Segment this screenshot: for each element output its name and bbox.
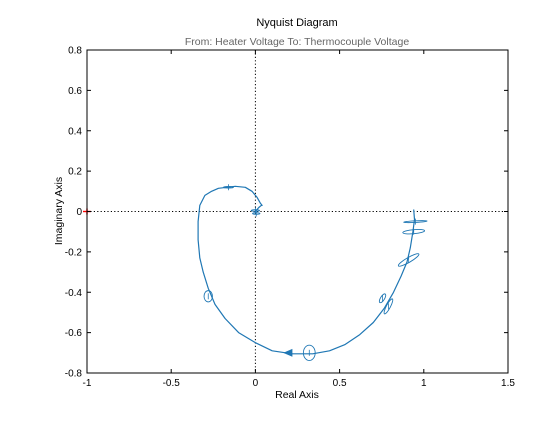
nyquist-curve	[197, 185, 416, 355]
confidence-ellipse	[378, 293, 387, 304]
y-tick-label: 0	[76, 207, 82, 218]
chart-title: Nyquist Diagram	[256, 17, 337, 29]
y-ticks: -0.8 -0.6 -0.4 -0.2 0 0.2 0.4 0.6 0.8	[65, 46, 508, 380]
x-axis-label: Real Axis	[275, 389, 319, 401]
y-axis-label: Imaginary Axis	[53, 177, 65, 245]
x-tick-label: 1	[421, 378, 427, 389]
plot-content	[83, 50, 508, 373]
confidence-ellipse	[383, 298, 394, 315]
y-tick-label: -0.6	[65, 328, 83, 339]
y-tick-label: 0.4	[68, 126, 82, 137]
confidence-ellipse	[397, 253, 420, 267]
confidence-ellipse	[203, 290, 213, 303]
y-tick-label: 0.8	[68, 46, 82, 57]
direction-arrow	[283, 348, 293, 357]
chart-subtitle: From: Heater Voltage To: Thermocouple Vo…	[185, 36, 409, 48]
x-tick-label: 0	[253, 378, 259, 389]
x-tick-label: 1.5	[501, 378, 515, 389]
x-ticks: -1 -0.5 0 0.5 1 1.5	[83, 50, 515, 389]
y-tick-label: -0.4	[65, 288, 83, 299]
confidence-ellipse	[302, 344, 316, 361]
y-tick-label: -0.8	[65, 369, 83, 380]
y-tick-label: 0.6	[68, 86, 82, 97]
x-tick-label: -0.5	[163, 378, 181, 389]
x-tick-label: -1	[83, 378, 92, 389]
x-tick-label: 0.5	[333, 378, 347, 389]
y-tick-label: 0.2	[68, 167, 82, 178]
y-tick-label: -0.2	[65, 247, 83, 258]
